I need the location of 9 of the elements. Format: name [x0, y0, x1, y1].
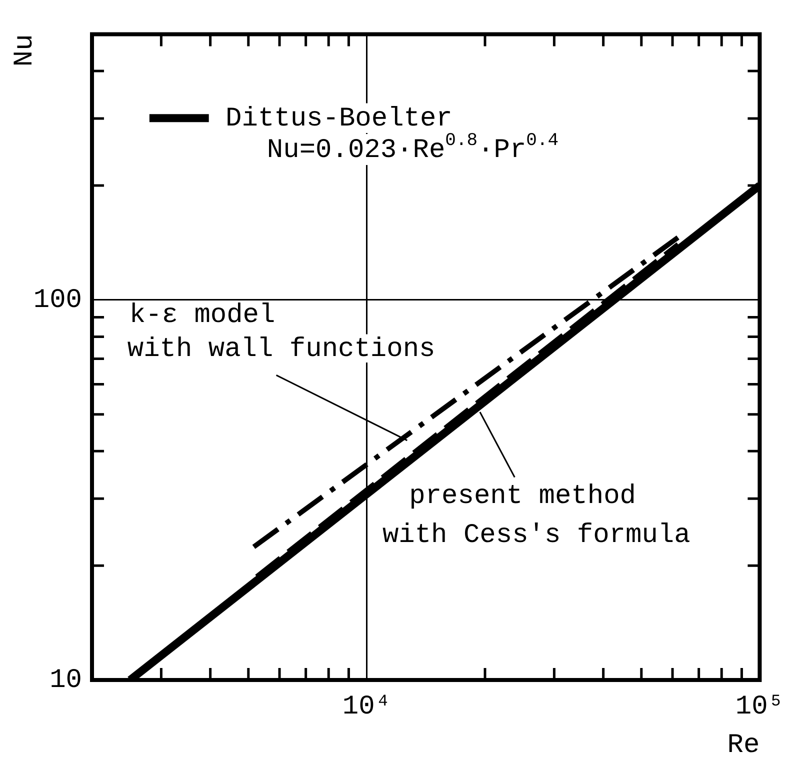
series-label: k-ε model with wall functions [127, 301, 436, 365]
x-axis-title: Re [727, 730, 760, 761]
y-tick-label: 10 [50, 666, 82, 696]
series-label: present method with Cess's formula [382, 482, 690, 551]
y-tick-label: 100 [33, 286, 82, 316]
y-axis-title: Nu [10, 34, 40, 67]
x-tick-label: 10⁴ [342, 692, 391, 722]
legend-label: Dittus-Boelter [226, 104, 452, 134]
x-tick-label: 10⁵ [735, 692, 784, 722]
